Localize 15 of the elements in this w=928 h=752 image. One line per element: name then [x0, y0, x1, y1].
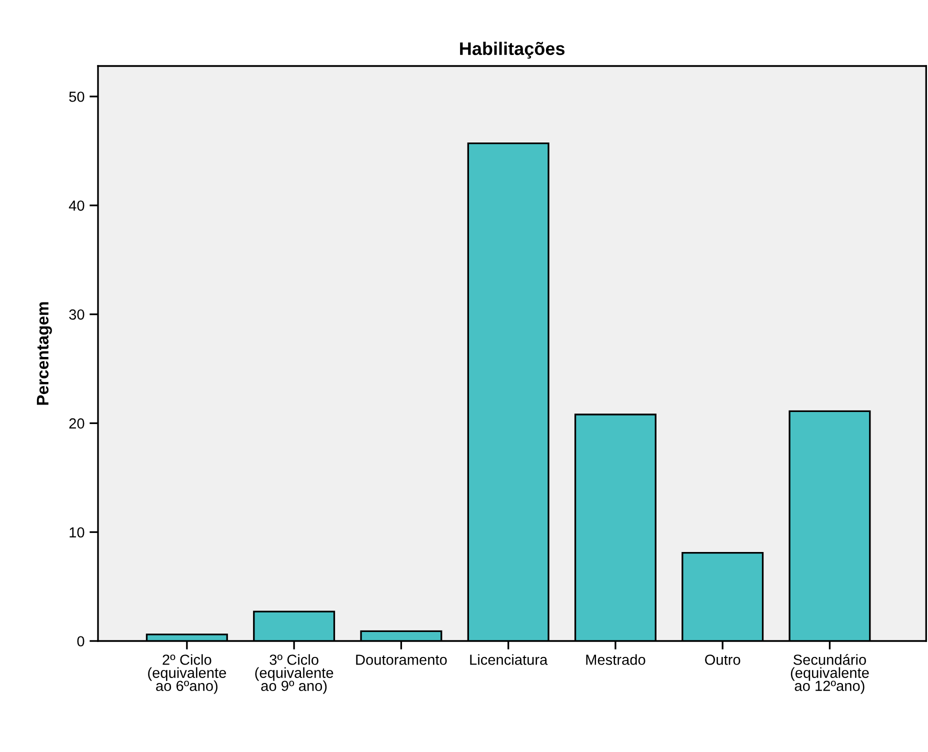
- x-tick-label: Mestrado: [586, 654, 646, 665]
- y-tick-label: 10: [70, 527, 84, 538]
- x-tick-label: Doutoramento: [356, 654, 447, 665]
- y-tick-label: 20: [69, 418, 84, 429]
- x-tick-label: Outro: [705, 654, 740, 665]
- chart-title: Habilitações: [460, 42, 565, 59]
- y-tick-label: 50: [69, 92, 84, 102]
- y-axis-title: Percentagem: [36, 302, 52, 405]
- y-tick-label: 0: [77, 636, 84, 646]
- x-tick-label: 2º Ciclo (equivalente ao 6ºano): [148, 654, 226, 694]
- x-tick-label: Secundário (equivalente ao 12ºano): [790, 654, 869, 694]
- x-tick-label: Licenciatura: [470, 654, 548, 665]
- y-tick-label: 30: [69, 309, 84, 320]
- x-tick-label: 3º Ciclo (equivalente ao 9º ano): [255, 654, 334, 694]
- y-tick-label: 40: [68, 200, 84, 211]
